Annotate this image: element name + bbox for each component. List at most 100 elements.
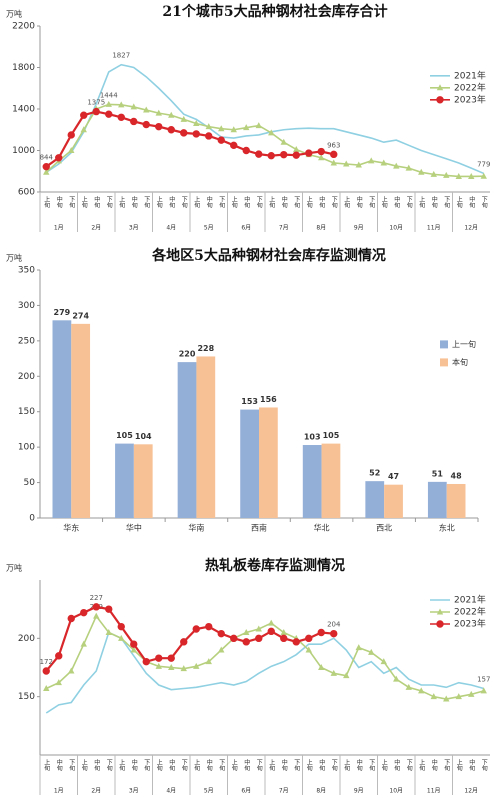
- point: [192, 130, 200, 138]
- x-group-label: 1月: [54, 225, 64, 232]
- point: [180, 665, 187, 672]
- x-tick-label: 下旬: [255, 196, 262, 209]
- point: [205, 658, 212, 665]
- point: [280, 150, 288, 159]
- x-tick-label: 下旬: [443, 196, 450, 209]
- point: [218, 125, 225, 132]
- point: [243, 629, 250, 635]
- x-tick-label: 下旬: [368, 196, 375, 209]
- point: [480, 687, 487, 694]
- x-tick-label: 下旬: [105, 196, 112, 209]
- point: [405, 683, 412, 690]
- point: [105, 605, 113, 613]
- point: [205, 622, 213, 631]
- y-tick-label: 250: [18, 336, 35, 346]
- x-group-label: 6月: [241, 225, 251, 232]
- point: [105, 100, 112, 107]
- x-tick-label: 中旬: [430, 195, 437, 209]
- point: [255, 150, 263, 158]
- y-tick-label: 350: [18, 266, 35, 276]
- x-tick-label: 中旬: [468, 758, 475, 772]
- bar: [259, 407, 278, 518]
- x-tick-label: 中旬: [243, 758, 250, 772]
- x-tick-label: 中旬: [93, 758, 100, 772]
- point: [255, 122, 262, 129]
- point: [436, 84, 444, 91]
- point: [80, 126, 87, 133]
- data-label: 1444: [100, 91, 118, 99]
- point: [355, 644, 362, 651]
- x-tick-label: 上旬: [193, 758, 200, 772]
- data-label: 279: [54, 308, 71, 317]
- series-line: [45, 63, 485, 175]
- point: [430, 170, 437, 177]
- point: [93, 612, 100, 619]
- x-group-label: 2月: [91, 225, 101, 232]
- x-tick-label: 下旬: [405, 759, 412, 772]
- point: [92, 107, 100, 116]
- data-label: 227: [90, 594, 103, 602]
- x-tick-label: 华北: [314, 523, 330, 533]
- point: [305, 634, 313, 643]
- data-label: 47: [388, 472, 399, 481]
- bar: [446, 483, 466, 518]
- x-tick-label: 上旬: [455, 195, 462, 209]
- bar: [115, 443, 134, 518]
- legend-swatch: [440, 358, 448, 367]
- point: [80, 608, 88, 617]
- point: [180, 638, 188, 646]
- x-tick-label: 中旬: [468, 195, 475, 209]
- x-tick-label: 上旬: [343, 758, 350, 772]
- x-group-label: 11月: [427, 788, 441, 795]
- x-tick-label: 上旬: [230, 758, 237, 772]
- data-label: 220: [179, 350, 196, 359]
- point: [143, 106, 150, 113]
- point: [317, 147, 325, 156]
- x-tick-label: 中旬: [430, 758, 437, 772]
- legend-label: 2023年: [454, 93, 486, 105]
- x-tick-label: 上旬: [418, 758, 425, 772]
- point: [192, 625, 200, 633]
- x-group-label: 5月: [204, 225, 214, 232]
- x-tick-label: 下旬: [368, 759, 375, 772]
- x-tick-label: 上旬: [343, 195, 350, 209]
- x-tick-label: 中旬: [318, 195, 325, 209]
- data-label: 104: [135, 432, 152, 441]
- point: [330, 629, 338, 638]
- x-tick-label: 上旬: [380, 195, 387, 209]
- point: [80, 640, 87, 647]
- point: [230, 141, 238, 150]
- x-tick-label: 下旬: [330, 759, 337, 772]
- point: [280, 634, 288, 643]
- y-tick-label: 300: [18, 301, 35, 311]
- legend-label: 2021年: [454, 69, 486, 81]
- point: [318, 154, 325, 161]
- point: [405, 164, 412, 171]
- data-label: 105: [323, 431, 340, 440]
- x-group-label: 9月: [354, 225, 364, 232]
- x-tick-label: 上旬: [305, 195, 312, 209]
- point: [168, 664, 175, 670]
- point: [292, 638, 300, 646]
- x-group-label: 6月: [241, 788, 251, 795]
- x-tick-label: 中旬: [93, 195, 100, 209]
- point: [468, 690, 475, 697]
- x-tick-label: 下旬: [218, 759, 225, 772]
- point: [242, 146, 250, 155]
- legend-label: 2021年: [454, 594, 486, 606]
- point: [167, 126, 175, 134]
- x-tick-label: 上旬: [43, 758, 50, 772]
- point: [268, 619, 275, 626]
- chart-title: 21个城市5大品种钢材社会库存合计: [162, 3, 387, 20]
- x-tick-label: 上旬: [268, 195, 275, 209]
- x-tick-label: 中旬: [393, 758, 400, 772]
- x-tick-label: 中旬: [355, 195, 362, 209]
- x-tick-label: 下旬: [143, 196, 150, 209]
- x-tick-label: 下旬: [480, 196, 487, 209]
- point: [330, 150, 338, 159]
- legend-label: 2023年: [454, 618, 486, 630]
- x-group-label: 8月: [316, 788, 326, 795]
- x-tick-label: 中旬: [130, 195, 137, 209]
- point: [168, 111, 175, 118]
- data-label: 274: [72, 311, 89, 320]
